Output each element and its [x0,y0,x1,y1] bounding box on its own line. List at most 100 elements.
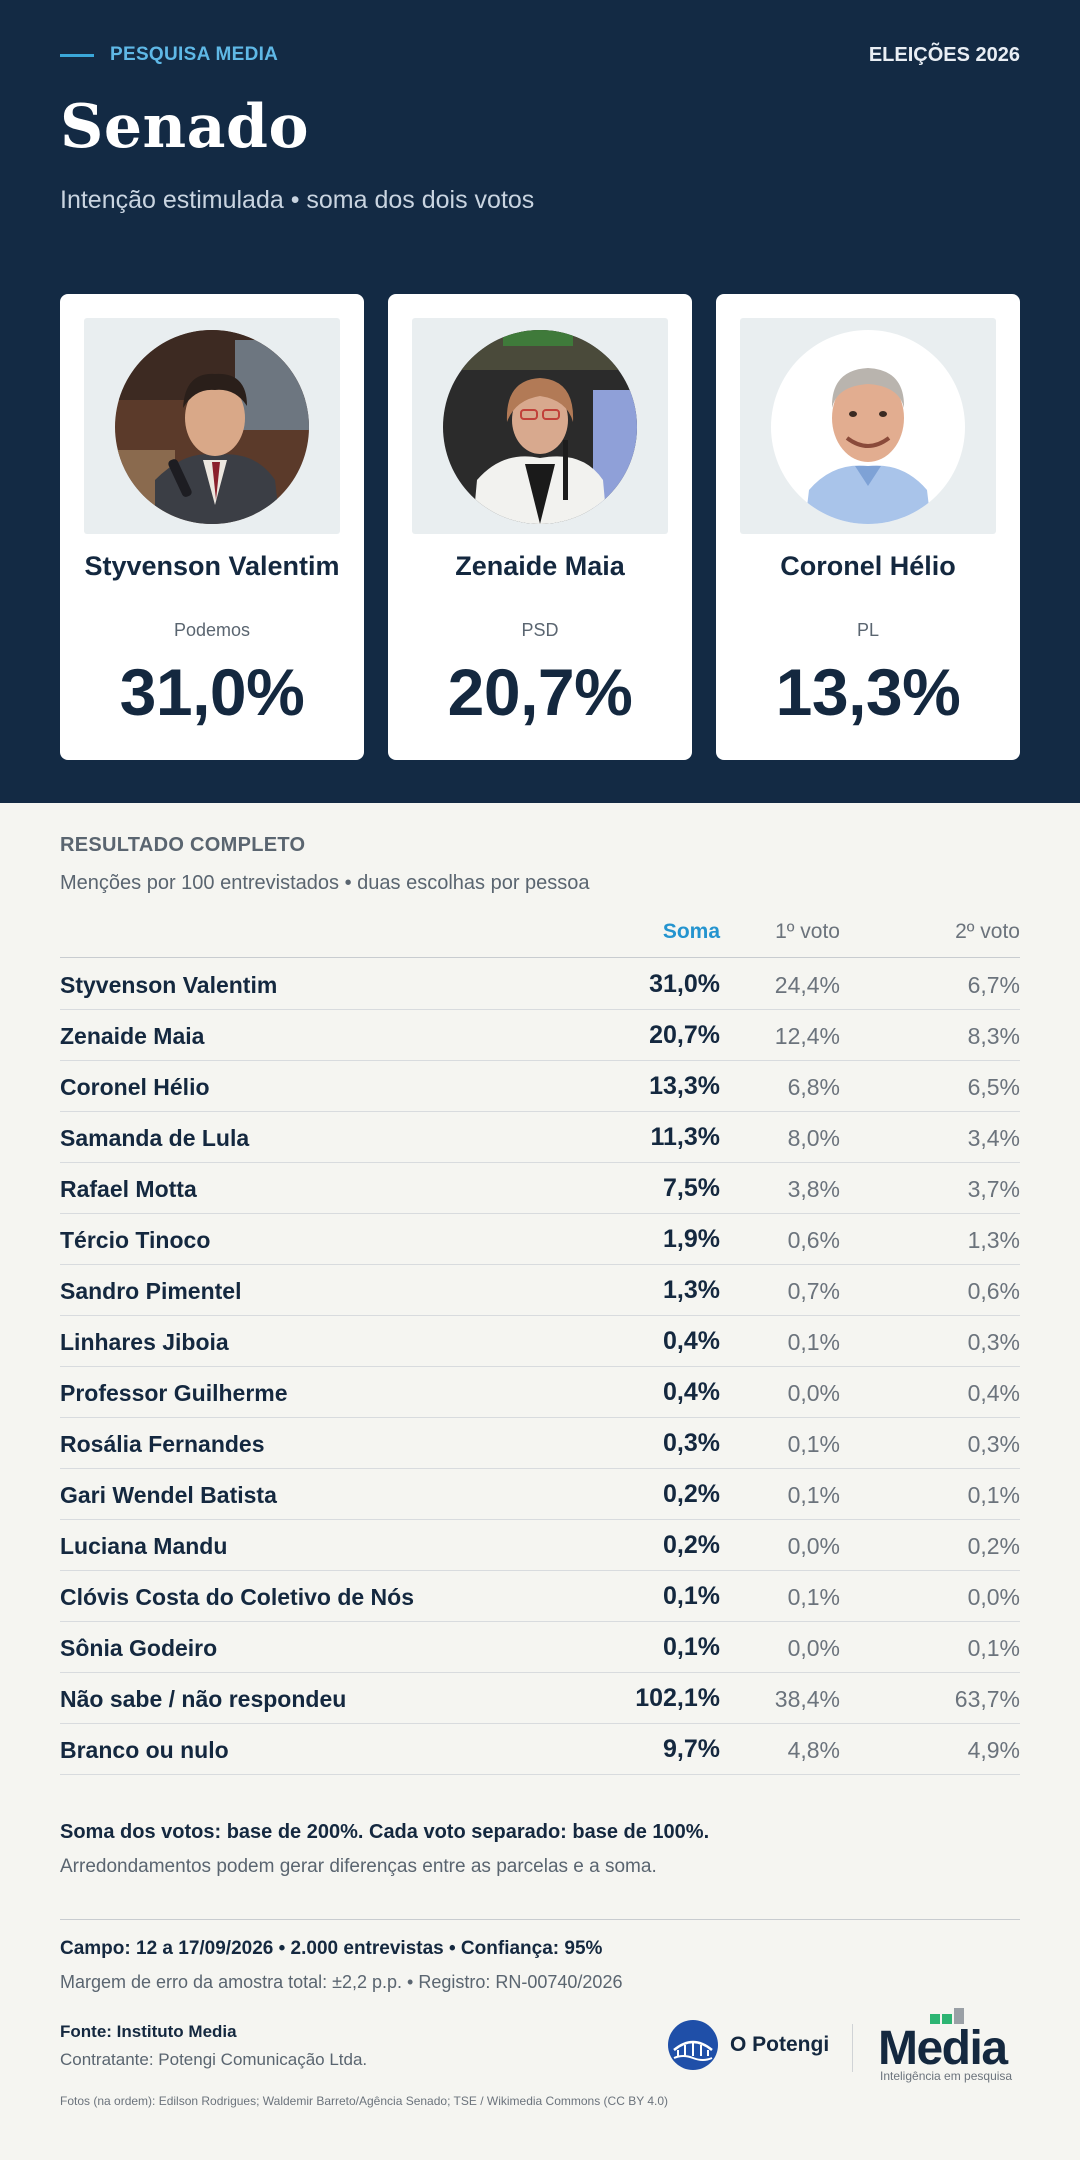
table-row: Luciana Mandu 0,2% 0,0% 0,2% [60,1520,1020,1571]
row-first-vote: 0,1% [787,1329,840,1355]
candidate-card-zenaide: Zenaide Maia PSD 20,7% [388,294,692,760]
row-first-vote: 4,8% [787,1737,840,1763]
photo-credits: Fotos (na ordem): Edilson Rodrigues; Wal… [60,2094,669,2108]
row-first-vote: 3,8% [787,1176,840,1202]
table-row: Samanda de Lula 11,3% 8,0% 3,4% [60,1112,1020,1163]
table-row: Clóvis Costa do Coletivo de Nós 0,1% 0,1% 0… [60,1571,1020,1622]
kicker: PESQUISA MEDIA [60,44,278,66]
row-first-vote: 0,1% [787,1584,840,1610]
results-subtitle: Menções por 100 entrevistados • duas esc… [60,872,590,894]
row-soma: 0,4% [663,1378,720,1406]
table-row: Sandro Pimentel 1,3% 0,7% 0,6% [60,1265,1020,1316]
row-soma: 0,1% [663,1633,720,1661]
row-first-vote: 0,0% [787,1380,840,1406]
page-title: Senado [60,92,309,162]
potengi-mark-icon [668,2020,718,2070]
table-row: Não sabe / não respondeu 102,1% 38,4% 63,7% [60,1673,1020,1724]
table-row: Branco ou nulo 9,7% 4,8% 4,9% [60,1724,1020,1775]
candidate-party: PSD [521,620,559,640]
photo-frame [84,318,340,534]
results-table-body: Styvenson Valentim 31,0% 24,4% 6,7% Zenaide … [60,959,1020,1775]
row-second-vote: 6,5% [967,1074,1020,1100]
hero-header: PESQUISA MEDIA ELEIÇÕES 2026 Senado Inte… [0,0,1080,803]
row-name: Coronel Hélio [60,1074,210,1100]
row-second-vote: 63,7% [954,1686,1020,1712]
row-name: Sônia Godeiro [60,1635,218,1661]
row-soma: 7,5% [663,1174,720,1202]
row-name: Zenaide Maia [60,1023,205,1049]
row-name: Styvenson Valentim [60,972,278,998]
row-first-vote: 8,0% [787,1125,840,1151]
row-name: Rosália Fernandes [60,1431,265,1457]
candidate-percentage: 13,3% [775,655,961,729]
row-second-vote: 8,3% [967,1023,1020,1049]
candidate-photo [443,330,637,524]
row-first-vote: 12,4% [774,1023,840,1049]
row-second-vote: 1,3% [967,1227,1020,1253]
row-name: Gari Wendel Batista [60,1482,277,1508]
row-name: Professor Guilherme [60,1380,288,1406]
source-label: Fonte: Instituto Media [60,2022,237,2041]
row-first-vote: 38,4% [774,1686,840,1712]
column-header-soma: Soma [662,920,720,943]
table-row: Professor Guilherme 0,4% 0,0% 0,4% [60,1367,1020,1418]
row-second-vote: 0,3% [967,1329,1020,1355]
row-soma: 0,2% [663,1480,720,1508]
row-name: Clóvis Costa do Coletivo de Nós [60,1584,414,1610]
table-row: Tércio Tinoco 1,9% 0,6% 1,3% [60,1214,1020,1265]
table-row: Styvenson Valentim 31,0% 24,4% 6,7% [60,959,1020,1010]
contractor-label: Contratante: Potengi Comunicação Ltda. [60,2050,368,2069]
candidate-card-styvenson: Styvenson Valentim Podemos 31,0% [60,294,364,760]
row-second-vote: 0,1% [967,1635,1020,1661]
row-second-vote: 0,1% [967,1482,1020,1508]
media-tagline: Inteligência em pesquisa [880,2069,1013,2083]
column-header-second-vote: 2º voto [955,920,1020,943]
margin-info: Margem de erro da amostra total: ±2,2 p.… [60,1972,623,1992]
row-second-vote: 0,6% [967,1278,1020,1304]
kicker-line [60,53,94,57]
row-first-vote: 0,7% [787,1278,840,1304]
table-row: Zenaide Maia 20,7% 12,4% 8,3% [60,1010,1020,1061]
base-note: Soma dos votos: base de 200%. Cada voto … [60,1821,710,1843]
candidate-photo [115,330,309,524]
row-second-vote: 6,7% [967,972,1020,998]
election-label: ELEIÇÕES 2026 [868,44,1020,66]
results-title: RESULTADO COMPLETO [60,834,306,856]
row-name: Tércio Tinoco [60,1227,211,1253]
row-first-vote: 0,1% [787,1482,840,1508]
row-second-vote: 0,3% [967,1431,1020,1457]
row-name: Linhares Jiboia [60,1329,229,1355]
row-first-vote: 0,0% [787,1533,840,1559]
media-squares-icon [930,2008,964,2024]
candidate-percentage: 31,0% [119,655,305,729]
candidate-photo-illustration [115,330,309,524]
row-second-vote: 4,9% [967,1737,1020,1763]
candidate-name: Zenaide Maia [455,551,625,581]
potengi-name: O Potengi [730,2033,830,2056]
row-name: Sandro Pimentel [60,1278,242,1304]
row-first-vote: 0,6% [787,1227,840,1253]
potengi-logo: O Potengi [668,2020,829,2070]
row-name: Rafael Motta [60,1176,197,1202]
table-row: Sônia Godeiro 0,1% 0,0% 0,1% [60,1622,1020,1673]
photo-frame [740,318,996,534]
row-soma: 0,4% [663,1327,720,1355]
rounding-note: Arredondamentos podem gerar diferenças e… [60,1856,657,1877]
candidate-party: Podemos [173,620,251,640]
row-first-vote: 6,8% [787,1074,840,1100]
row-soma: 0,1% [663,1582,720,1610]
row-soma: 9,7% [663,1735,720,1763]
row-second-vote: 3,7% [967,1176,1020,1202]
logo-separator [852,2024,853,2072]
page-subtitle: Intenção estimulada • soma dos dois voto… [60,186,535,214]
table-row: Rosália Fernandes 0,3% 0,1% 0,3% [60,1418,1020,1469]
candidate-card-coronel-helio: Coronel Hélio PL 13,3% [716,294,1020,760]
footer-divider [60,1919,1020,1920]
row-soma: 13,3% [649,1072,720,1100]
table-row: Rafael Motta 7,5% 3,8% 3,7% [60,1163,1020,1214]
row-soma: 31,0% [649,970,720,998]
row-soma: 11,3% [650,1123,720,1151]
photo-frame [412,318,668,534]
row-second-vote: 0,4% [967,1380,1020,1406]
row-soma: 20,7% [649,1021,720,1049]
